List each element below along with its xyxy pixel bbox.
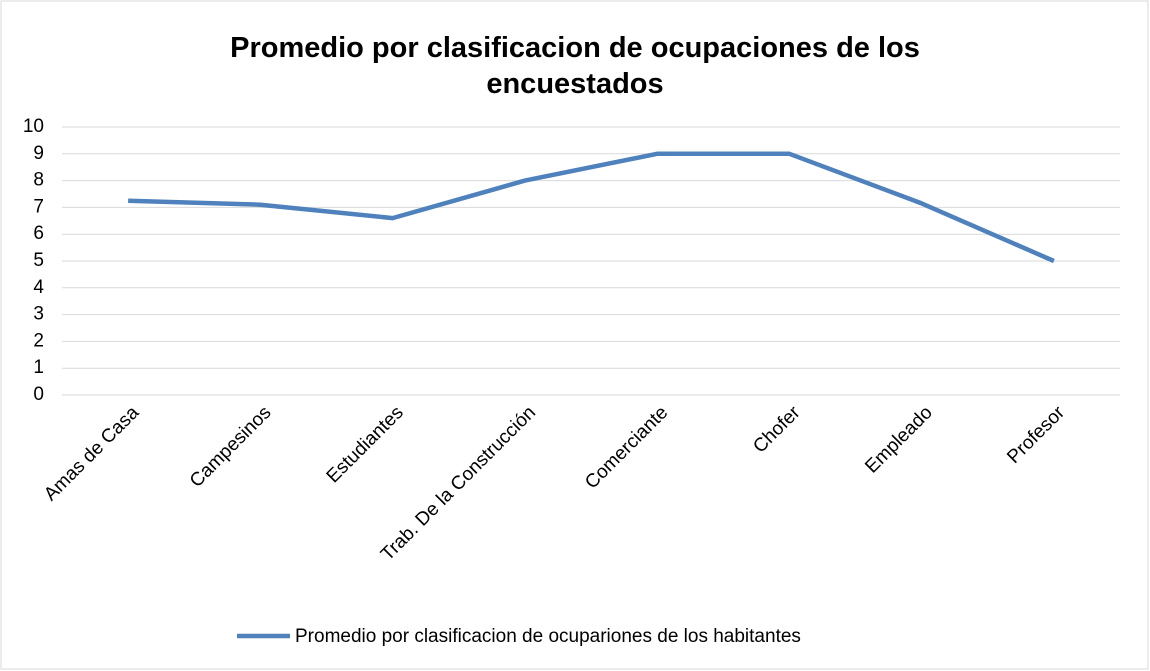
legend-label: Promedio por clasificacion de ocuparione… [295, 626, 801, 647]
y-tick-label: 2 [33, 330, 44, 351]
chart-title: Promedio por clasificacion de ocupacione… [230, 32, 920, 100]
y-tick-label: 5 [33, 250, 44, 271]
y-tick-label: 7 [33, 196, 44, 217]
y-tick-label: 1 [33, 357, 44, 378]
y-tick-label: 0 [33, 384, 44, 405]
y-tick-label: 9 [33, 143, 44, 164]
y-tick-label: 8 [33, 170, 44, 191]
y-tick-label: 3 [33, 304, 44, 325]
y-tick-label: 4 [33, 277, 44, 298]
y-tick-label: 6 [33, 223, 44, 244]
y-tick-label: 10 [23, 116, 44, 137]
line-series [128, 151, 1055, 264]
